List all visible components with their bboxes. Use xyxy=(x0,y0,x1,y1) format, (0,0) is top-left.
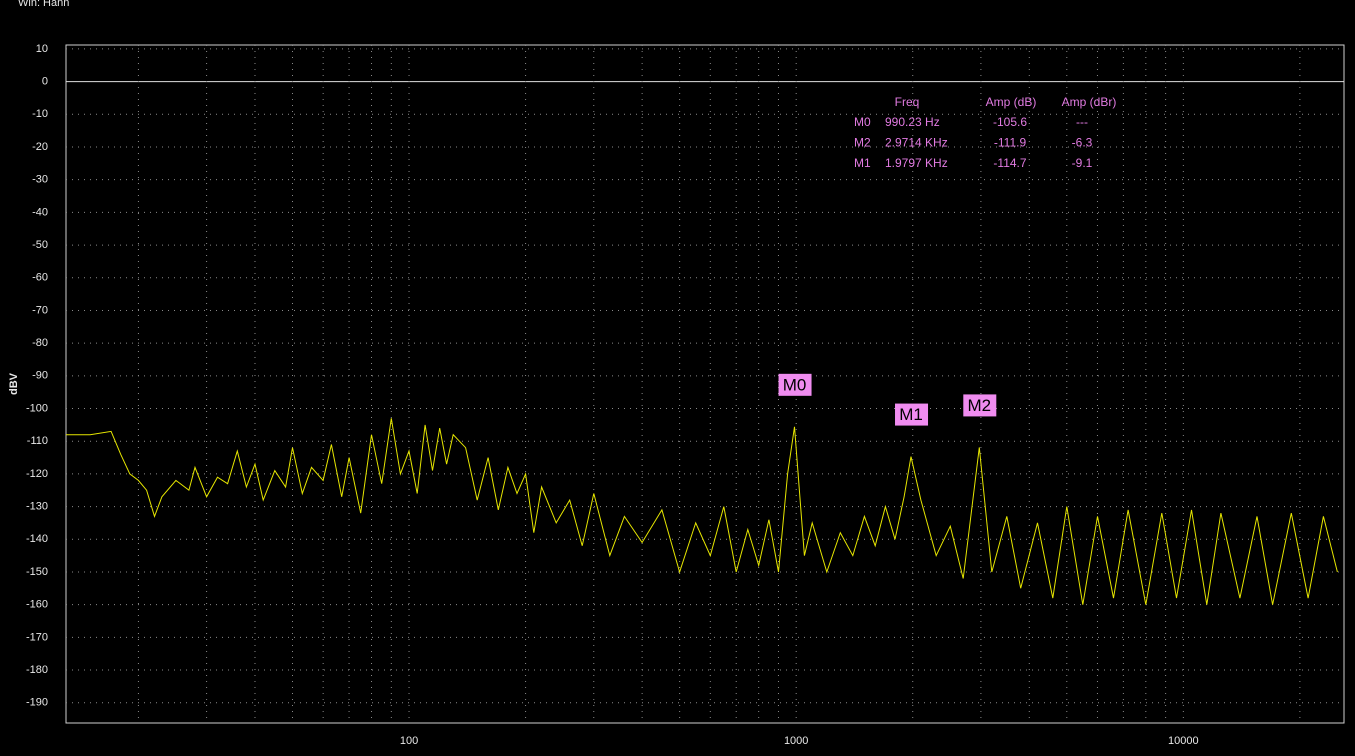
x-tick-label: 10000 xyxy=(1168,735,1199,747)
marker-freq: 2.9714 KHz xyxy=(885,136,948,150)
marker-label: M0 xyxy=(783,375,807,394)
x-tick-label: 100 xyxy=(400,735,418,747)
plot-frame xyxy=(65,44,1345,724)
x-tick-label: 1000 xyxy=(784,735,808,747)
marker-amp-db: -111.9 xyxy=(994,136,1027,150)
y-tick-label: -170 xyxy=(26,631,48,643)
marker-header: Amp (dB) xyxy=(986,95,1037,109)
y-tick-label: -30 xyxy=(32,174,48,186)
y-tick-label: -190 xyxy=(26,697,48,709)
y-tick-label: -10 xyxy=(32,108,48,120)
marker-amp-db: -105.6 xyxy=(993,115,1027,129)
y-tick-label: -130 xyxy=(26,500,48,512)
y-tick-label: -80 xyxy=(32,337,48,349)
marker-box xyxy=(895,403,929,426)
y-tick-label: -20 xyxy=(32,141,48,153)
marker-label: M1 xyxy=(899,405,923,424)
marker-name: M2 xyxy=(854,136,871,150)
y-tick-label: -140 xyxy=(26,533,48,545)
marker-amp-db: -114.7 xyxy=(993,156,1026,170)
marker-name: M0 xyxy=(854,115,871,129)
y-tick-label: -70 xyxy=(32,304,48,316)
spectrum-line xyxy=(66,418,1338,605)
y-tick-label: -90 xyxy=(32,370,48,382)
marker-amp-dbr: -9.1 xyxy=(1072,156,1093,170)
marker-name: M1 xyxy=(854,156,871,170)
marker-box xyxy=(963,394,997,417)
y-tick-label: -150 xyxy=(26,566,48,578)
y-tick-label: 10 xyxy=(36,43,48,55)
y-axis-label: dBV xyxy=(8,372,20,395)
y-tick-label: -60 xyxy=(32,272,48,284)
y-tick-label: -50 xyxy=(32,239,48,251)
y-tick-label: -100 xyxy=(26,402,48,414)
marker-amp-dbr: -6.3 xyxy=(1072,136,1093,150)
y-tick-label: 0 xyxy=(42,76,48,88)
y-tick-label: -180 xyxy=(26,664,48,676)
marker-header: Amp (dBr) xyxy=(1062,95,1117,109)
y-tick-label: -40 xyxy=(32,206,48,218)
marker-box xyxy=(778,373,812,396)
marker-freq: 990.23 Hz xyxy=(885,115,940,129)
marker-amp-dbr: --- xyxy=(1076,115,1088,129)
y-tick-label: -110 xyxy=(27,435,48,447)
y-tick-label: -120 xyxy=(26,468,48,480)
window-label: Win: Hann xyxy=(18,0,69,9)
marker-header: Freq xyxy=(895,95,920,109)
y-tick-label: -160 xyxy=(26,599,48,611)
marker-freq: 1.9797 KHz xyxy=(885,156,948,170)
marker-label: M2 xyxy=(967,396,991,415)
